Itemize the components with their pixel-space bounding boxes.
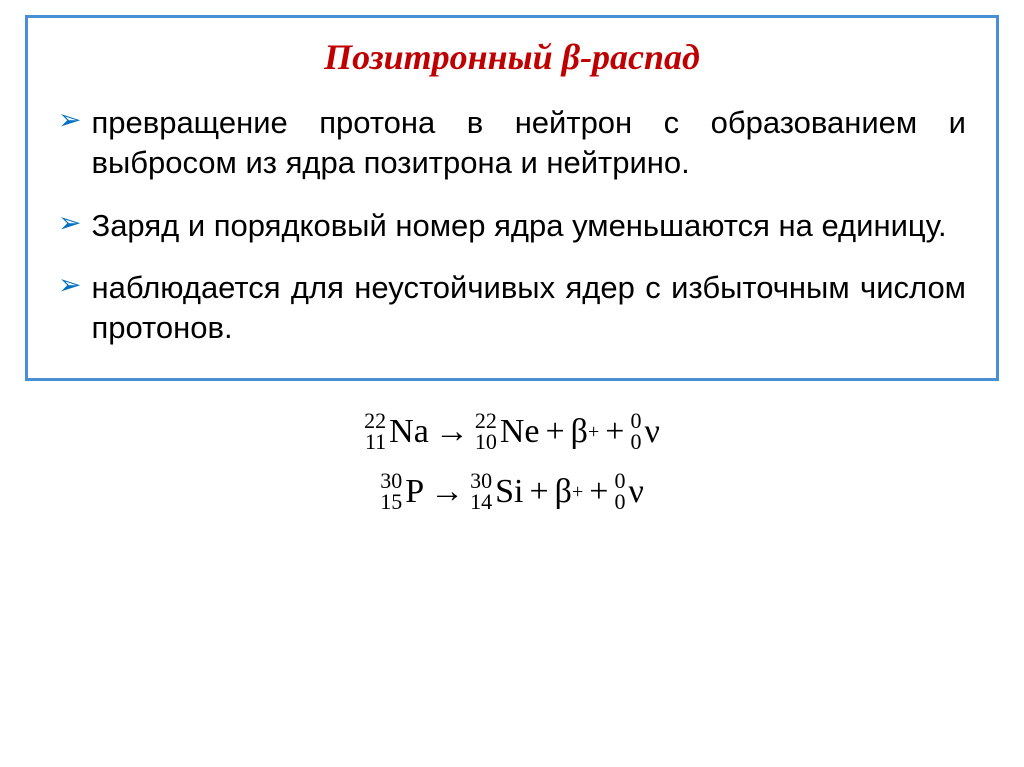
formula-row: 30 15 P → 30 14 Si + β+ + 0 0 ν bbox=[25, 471, 999, 513]
bullet-item: ➢ наблюдается для неустойчивых ядер с из… bbox=[58, 268, 966, 349]
beta-particle: β+ bbox=[571, 413, 600, 451]
beta-symbol: β bbox=[571, 413, 588, 451]
element-symbol: Si bbox=[495, 473, 523, 511]
bullet-item: ➢ превращение протона в нейтрон с образо… bbox=[58, 103, 966, 184]
bullet-text: превращение протона в нейтрон с образова… bbox=[91, 103, 966, 184]
bullet-text: Заряд и порядковый номер ядра уменьшаютс… bbox=[91, 206, 966, 246]
atomic-number: 15 bbox=[380, 492, 402, 513]
atomic-number: 10 bbox=[475, 432, 497, 453]
slide-title: Позитронный β-распад bbox=[58, 36, 966, 78]
beta-particle: β+ bbox=[555, 473, 584, 511]
arrow-icon: → bbox=[430, 473, 464, 511]
beta-symbol: β bbox=[555, 473, 572, 511]
plus-sign: + bbox=[589, 473, 608, 511]
nuclide: 0 0 ν bbox=[630, 411, 659, 453]
nuclide: 22 10 Ne bbox=[475, 411, 540, 453]
plus-sign: + bbox=[529, 473, 548, 511]
plus-sign: + bbox=[605, 413, 624, 451]
beta-charge: + bbox=[588, 421, 599, 444]
element-symbol: ν bbox=[644, 413, 659, 451]
chevron-icon: ➢ bbox=[58, 103, 81, 137]
plus-sign: + bbox=[545, 413, 564, 451]
bullet-text: наблюдается для неустойчивых ядер с избы… bbox=[91, 268, 966, 349]
atomic-number: 0 bbox=[614, 492, 625, 513]
chevron-icon: ➢ bbox=[58, 268, 81, 302]
arrow-icon: → bbox=[435, 413, 469, 451]
atomic-number: 14 bbox=[470, 492, 492, 513]
chevron-icon: ➢ bbox=[58, 206, 81, 240]
formulas-block: 22 11 Na → 22 10 Ne + β+ + 0 0 ν bbox=[25, 411, 999, 513]
nuclide: 30 14 Si bbox=[470, 471, 523, 513]
nuclide: 30 15 P bbox=[380, 471, 424, 513]
atomic-number: 11 bbox=[364, 432, 386, 453]
element-symbol: P bbox=[405, 473, 424, 511]
nuclide: 0 0 ν bbox=[614, 471, 643, 513]
beta-charge: + bbox=[572, 481, 583, 504]
atomic-number: 0 bbox=[630, 432, 641, 453]
content-box: Позитронный β-распад ➢ превращение прото… bbox=[25, 15, 999, 381]
nuclide: 22 11 Na bbox=[364, 411, 429, 453]
element-symbol: Na bbox=[389, 413, 429, 451]
element-symbol: Ne bbox=[500, 413, 540, 451]
bullet-item: ➢ Заряд и порядковый номер ядра уменьшаю… bbox=[58, 206, 966, 246]
formula-row: 22 11 Na → 22 10 Ne + β+ + 0 0 ν bbox=[25, 411, 999, 453]
element-symbol: ν bbox=[628, 473, 643, 511]
